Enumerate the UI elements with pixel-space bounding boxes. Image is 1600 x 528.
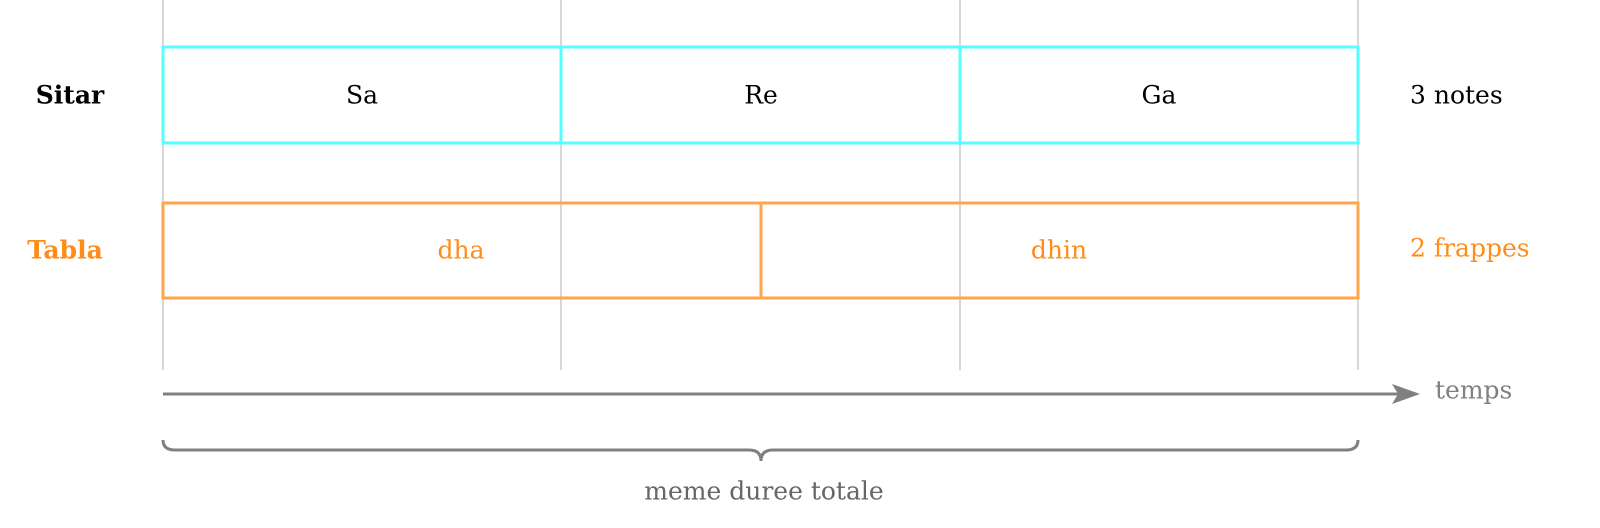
- tabla-stroke-dhin: dhin: [1031, 236, 1087, 265]
- sitar-row: [161, 45, 1360, 145]
- time-axis-label: temps: [1435, 376, 1512, 405]
- sitar-count: 3 notes: [1410, 81, 1503, 110]
- sitar-label: Sitar: [36, 81, 105, 110]
- tabla-stroke-box: [759, 201, 1360, 300]
- tabla-row: [161, 201, 1360, 300]
- arrow-head-icon: [1392, 384, 1420, 404]
- tabla-label: Tabla: [27, 236, 103, 265]
- grid-lines: [162, 0, 1359, 370]
- sitar-note-sa: Sa: [346, 81, 378, 110]
- brace-icon: [161, 439, 1360, 462]
- time-axis: temps: [163, 376, 1512, 405]
- sitar-note-box: [958, 45, 1360, 145]
- sitar-note-re: Re: [744, 81, 778, 110]
- tabla-stroke-dha: dha: [437, 236, 484, 265]
- brace-label: meme duree totale: [644, 477, 883, 506]
- tabla-count: 2 frappes: [1410, 234, 1530, 263]
- total-duration-brace: meme duree totale: [161, 439, 1360, 506]
- sitar-note-ga: Ga: [1142, 81, 1177, 110]
